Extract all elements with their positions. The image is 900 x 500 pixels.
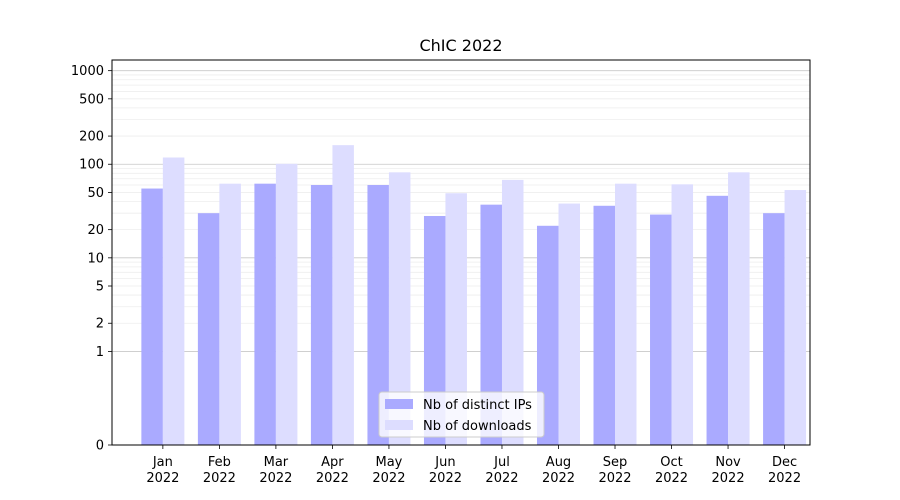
x-tick-label: Jun 2022 [429,455,462,486]
y-tick-label: 10 [87,251,104,266]
legend: Nb of distinct IPs Nb of downloads [378,391,545,438]
legend-label: Nb of distinct IPs [423,398,532,413]
x-axis: Jan 2022 Feb 2022 Mar 2022 Apr 2022 May 2022 Jun 20… [146,445,801,486]
bars [141,145,807,446]
y-tick-label: 100 [79,158,104,173]
bar-downloads [501,179,524,445]
bar-ips [480,204,502,445]
bar-ips [423,215,446,445]
bar-downloads [388,172,411,446]
y-tick-label: 0 [96,439,104,454]
x-tick-label: Jul 2022 [485,455,518,486]
x-tick-label: Oct 2022 [655,455,688,486]
y-tick-label: 200 [79,130,104,145]
x-tick-label: Jan 2022 [146,455,179,486]
y-tick-label: 2 [96,317,104,332]
legend-swatch [385,420,413,430]
bar-downloads [275,163,298,445]
bar-ips [763,213,785,445]
bar-ips [367,185,389,445]
bar-downloads [615,183,637,445]
bar-downloads [558,203,580,445]
bar-ips [197,213,220,445]
bar-ips [536,225,559,445]
y-axis: 0 1 2 5 10 20 50 100 200 500 1000 [71,64,112,454]
bar-downloads [784,190,807,445]
bar-ips [254,183,276,445]
bar-downloads [445,193,467,445]
x-tick-label: Aug 2022 [542,455,575,486]
bar-downloads [332,145,354,445]
x-tick-label: Dec 2022 [768,455,801,486]
bar-ips [593,205,616,445]
x-tick-label: Feb 2022 [203,455,236,486]
x-tick-label: May 2022 [372,455,405,486]
x-tick-label: Nov 2022 [712,455,745,486]
y-tick-label: 500 [79,92,104,107]
bar-ips [141,188,163,445]
chart-title: ChIC 2022 [419,36,502,55]
y-tick-label: 50 [87,186,104,201]
x-tick-label: Mar 2022 [259,455,292,486]
legend-label: Nb of downloads [423,419,532,434]
legend-swatch [385,399,413,409]
y-tick-label: 5 [96,280,104,295]
legend-box [378,391,545,438]
bar-downloads [219,183,241,445]
bar-ips [650,214,672,445]
bar-downloads [162,157,185,445]
y-tick-label: 1 [96,345,104,360]
x-tick-label: Sep 2022 [598,455,631,486]
bar-downloads [728,172,750,446]
bar-downloads [671,184,694,445]
x-tick-label: Apr 2022 [316,455,349,486]
plot-frame [111,59,811,446]
y-tick-label: 20 [87,223,104,238]
y-tick-label: 1000 [71,64,104,79]
bar-ips [310,185,333,445]
bar-ips [706,195,729,445]
